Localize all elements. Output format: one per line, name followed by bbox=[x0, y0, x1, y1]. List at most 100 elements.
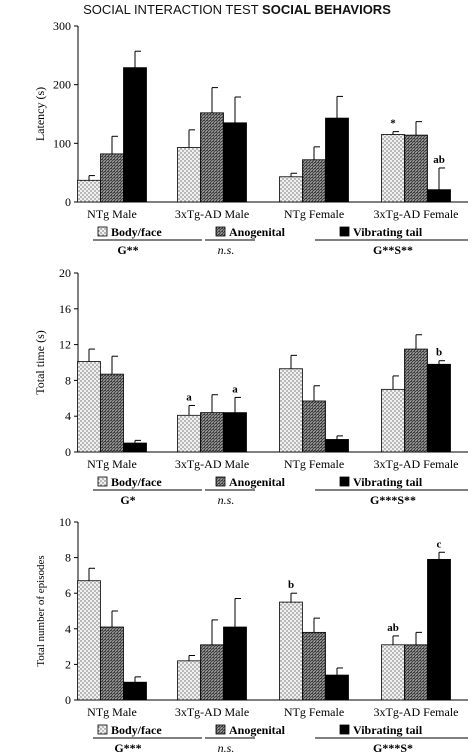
legend-label: Anogenital bbox=[229, 225, 286, 239]
bar-hatch-3 bbox=[302, 159, 326, 203]
legend-label: Anogenital bbox=[229, 475, 286, 489]
legend-label: Vibrating tail bbox=[353, 723, 423, 737]
significance-label: b bbox=[288, 579, 294, 591]
bar-solid-4 bbox=[427, 189, 451, 203]
legend-label: Vibrating tail bbox=[353, 475, 423, 489]
legend-swatch-solid bbox=[339, 226, 350, 237]
bar-dots-2 bbox=[177, 414, 201, 453]
bar-dots-4 bbox=[381, 388, 405, 453]
significance-label: ab bbox=[433, 154, 445, 166]
legend-swatch-dots bbox=[97, 724, 108, 735]
figure-title-prefix: SOCIAL INTERACTION TEST bbox=[83, 2, 259, 17]
significance-label: c bbox=[437, 538, 442, 550]
bar-hatch-1 bbox=[100, 153, 124, 203]
chart-panel-1: 0 100 200 300 Latency (s) * ab NTg Male 3xTg-AD … bbox=[33, 19, 468, 257]
category-label: 3xTg-AD Female bbox=[374, 457, 459, 471]
legend-label: Body/face bbox=[111, 723, 162, 737]
stat-label: n.s. bbox=[218, 493, 235, 507]
y-tick-label: 300 bbox=[53, 19, 71, 33]
figure-title-emphasis: SOCIAL BEHAVIORS bbox=[262, 2, 391, 17]
y-tick-label: 10 bbox=[59, 515, 71, 529]
bar-solid-2 bbox=[223, 412, 247, 453]
bar-dots-2 bbox=[177, 660, 201, 701]
significance-label: a bbox=[186, 391, 192, 403]
category-label: NTg Male bbox=[87, 457, 137, 471]
y-axis-label: Total number of episodes bbox=[35, 555, 47, 666]
bar-solid-1 bbox=[123, 67, 147, 203]
bar-dots-1 bbox=[77, 179, 101, 203]
category-label: 3xTg-AD Female bbox=[374, 207, 459, 221]
bar-hatch-2 bbox=[200, 644, 224, 701]
bar-dots-3 bbox=[279, 368, 303, 453]
bar-solid-1 bbox=[123, 442, 147, 453]
significance-label: b bbox=[436, 347, 442, 359]
bar-solid-4 bbox=[427, 363, 451, 453]
bar-hatch-1 bbox=[100, 373, 124, 453]
bar-hatch-4 bbox=[404, 134, 428, 203]
significance-label: ab bbox=[387, 622, 399, 634]
bar-hatch-2 bbox=[200, 412, 224, 453]
bar-dots-1 bbox=[77, 361, 101, 453]
legend-swatch-hatch bbox=[215, 724, 226, 735]
bar-hatch-4 bbox=[404, 644, 428, 701]
y-tick-label: 0 bbox=[65, 693, 71, 707]
y-tick-label: 12 bbox=[59, 338, 71, 352]
legend-swatch-hatch bbox=[215, 226, 226, 237]
y-tick-label: 4 bbox=[65, 622, 71, 636]
legend-label: Vibrating tail bbox=[353, 225, 423, 239]
y-tick-label: 8 bbox=[65, 551, 71, 565]
bar-dots-3 bbox=[279, 176, 303, 203]
category-label: NTg Male bbox=[87, 207, 137, 221]
bar-dots-2 bbox=[177, 147, 201, 203]
chart-panel-3: 0 2 4 6 8 10 Total number of episodes b ab c NTg M… bbox=[35, 515, 468, 753]
y-tick-label: 20 bbox=[59, 266, 71, 280]
category-label: NTg Female bbox=[284, 705, 344, 719]
bar-solid-4 bbox=[427, 558, 451, 701]
bar-solid-2 bbox=[223, 122, 247, 203]
legend-swatch-dots bbox=[97, 476, 108, 487]
bar-dots-4 bbox=[381, 134, 405, 203]
stat-label: n.s. bbox=[218, 243, 235, 257]
y-tick-label: 16 bbox=[59, 302, 71, 316]
y-tick-label: 200 bbox=[53, 78, 71, 92]
category-label: NTg Female bbox=[284, 207, 344, 221]
legend-label: Anogenital bbox=[229, 723, 286, 737]
bar-solid-3 bbox=[325, 439, 349, 453]
significance-label: a bbox=[232, 383, 238, 395]
y-axis-label: Total time (s) bbox=[33, 330, 47, 394]
y-tick-label: 4 bbox=[65, 409, 71, 423]
category-label: 3xTg-AD Male bbox=[175, 705, 249, 719]
chart-panel-2: 0 4 8 12 16 20 Total time (s) a a b NTg Male 3xTg-A… bbox=[33, 266, 468, 507]
bar-dots-1 bbox=[77, 580, 101, 701]
y-tick-label: 0 bbox=[65, 195, 71, 209]
category-label: NTg Female bbox=[284, 457, 344, 471]
stat-label: G***S* bbox=[373, 741, 413, 753]
stat-label: G** bbox=[117, 243, 138, 257]
stat-label: n.s. bbox=[218, 741, 235, 753]
bar-solid-3 bbox=[325, 674, 349, 701]
y-tick-label: 6 bbox=[65, 586, 71, 600]
y-tick-label: 8 bbox=[65, 373, 71, 387]
category-label: 3xTg-AD Female bbox=[374, 705, 459, 719]
bar-hatch-2 bbox=[200, 112, 224, 203]
stat-label: G* bbox=[120, 493, 135, 507]
legend-label: Body/face bbox=[111, 475, 162, 489]
bar-dots-3 bbox=[279, 601, 303, 701]
stat-label: G***S** bbox=[370, 493, 416, 507]
legend-swatch-hatch bbox=[215, 476, 226, 487]
stat-label: G**S** bbox=[373, 243, 413, 257]
legend-swatch-solid bbox=[339, 724, 350, 735]
y-axis-label: Latency (s) bbox=[33, 87, 47, 141]
bar-hatch-1 bbox=[100, 626, 124, 701]
bar-solid-3 bbox=[325, 117, 349, 203]
bar-solid-2 bbox=[223, 626, 247, 701]
bar-solid-1 bbox=[123, 681, 147, 701]
bar-hatch-3 bbox=[302, 400, 326, 453]
category-label: 3xTg-AD Male bbox=[175, 457, 249, 471]
category-label: 3xTg-AD Male bbox=[175, 207, 249, 221]
y-tick-label: 0 bbox=[65, 445, 71, 459]
significance-label: * bbox=[390, 118, 396, 130]
y-tick-label: 2 bbox=[65, 657, 71, 671]
stat-label: G*** bbox=[114, 741, 141, 753]
bar-hatch-4 bbox=[404, 348, 428, 453]
